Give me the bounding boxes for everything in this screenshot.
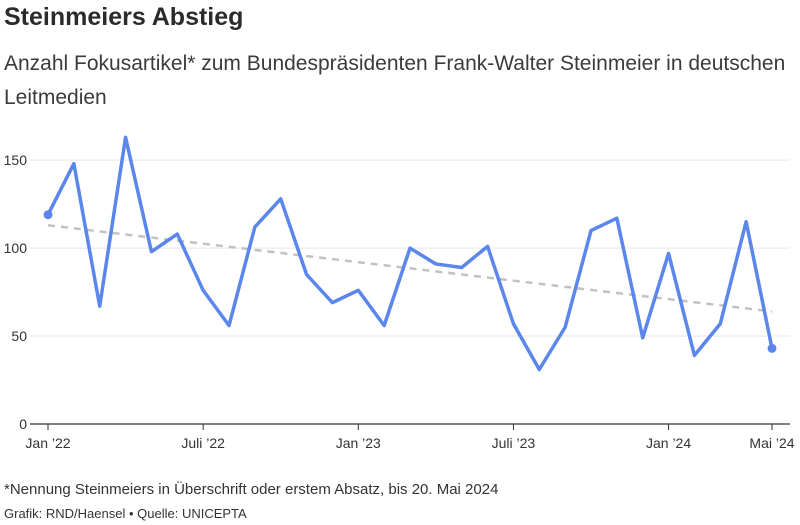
x-tick-label: Jan ’23 (336, 435, 381, 451)
x-tick-label: Juli ’23 (492, 435, 536, 451)
source-credit: Grafik: RND/Haensel • Quelle: UNICEPTA (4, 506, 247, 521)
x-tick-label: Juli ’22 (181, 435, 225, 451)
line-chart: 0 50 100 150 Jan ’22 Juli ’22 Jan ’23 Juli ’23… (4, 135, 795, 451)
y-tick-label: 50 (11, 328, 27, 344)
x-tick-label: Mai ’24 (749, 435, 794, 451)
footnote: *Nennung Steinmeiers in Überschrift oder… (4, 481, 499, 498)
x-tick-label: Jan ’24 (646, 435, 691, 451)
y-axis-ticks: 0 50 100 150 (4, 152, 28, 432)
chart-title: Steinmeiers Abstieg (4, 3, 244, 31)
y-tick-label: 100 (4, 240, 28, 256)
y-tick-label: 150 (4, 152, 28, 168)
data-point (767, 343, 777, 353)
y-tick-label: 0 (19, 416, 27, 432)
data-point (43, 210, 53, 220)
x-tick-label: Jan ’22 (25, 435, 70, 451)
x-axis-ticks: Jan ’22 Juli ’22 Jan ’23 Juli ’23 Jan ’24 Mai… (25, 424, 795, 451)
chart-subtitle: Anzahl Fokusartikel* zum Bundespräsident… (4, 52, 786, 109)
data-points (43, 210, 777, 353)
series-line (46, 135, 774, 372)
grid-lines (30, 159, 790, 425)
